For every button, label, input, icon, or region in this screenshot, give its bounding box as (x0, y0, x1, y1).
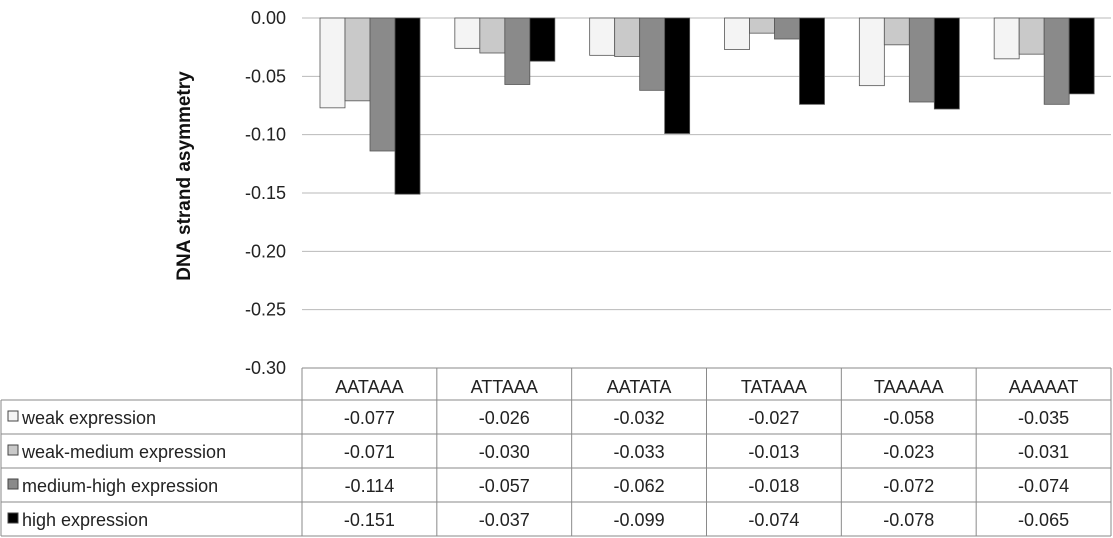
y-tick-label: -0.05 (245, 66, 286, 86)
data-table: AATAAA ATTAAA AATATA TATAAA TAAAAA AAAAAT weak… (0, 367, 1112, 537)
x-tick-label: ATTAAA (471, 377, 538, 397)
bar (1068, 17, 1095, 95)
legend-swatch (7, 410, 19, 422)
bar (749, 17, 775, 34)
bar (908, 17, 935, 103)
data-label: -0.057 (479, 476, 530, 496)
bar (858, 17, 885, 87)
data-label: -0.027 (748, 408, 799, 428)
bar (639, 17, 666, 91)
bar (394, 17, 421, 195)
bar (319, 17, 346, 109)
bar (369, 17, 396, 152)
bar (529, 17, 556, 62)
y-tick-label: -0.30 (245, 358, 286, 378)
x-tick-label: AAAAAT (1009, 377, 1079, 397)
data-label: -0.062 (614, 476, 665, 496)
legend-label: weak expression (21, 408, 156, 428)
bar (933, 17, 960, 110)
data-label: -0.065 (1018, 510, 1069, 530)
data-label: -0.030 (479, 442, 530, 462)
data-label: -0.033 (614, 442, 665, 462)
legend-label: weak-medium expression (21, 442, 226, 462)
data-label: -0.074 (1018, 476, 1069, 496)
y-axis-ticks: 0.00 -0.05 -0.10 -0.15 -0.20 -0.25 -0.30 (245, 8, 286, 378)
data-label: -0.026 (479, 408, 530, 428)
x-tick-label: AATATA (607, 377, 672, 397)
data-label: -0.071 (344, 442, 395, 462)
bars (319, 17, 1095, 195)
bar (993, 17, 1020, 60)
y-tick-label: -0.15 (245, 183, 286, 203)
x-tick-label: TAAAAA (874, 377, 944, 397)
gridlines (302, 17, 1111, 369)
data-label: -0.013 (748, 442, 799, 462)
data-label: -0.114 (345, 476, 395, 496)
data-label: -0.072 (883, 476, 934, 496)
data-label: -0.031 (1018, 442, 1069, 462)
legend-swatch (7, 512, 19, 524)
legend-swatch (7, 444, 19, 456)
y-axis-label: DNA strand asymmetry (174, 71, 195, 281)
bar (1018, 17, 1045, 55)
legend-swatch (7, 478, 19, 490)
y-tick-label: -0.20 (245, 241, 286, 261)
data-label: -0.078 (883, 510, 934, 530)
bar (589, 17, 616, 56)
data-label: -0.074 (748, 510, 799, 530)
bar (504, 17, 531, 85)
data-label: -0.151 (344, 510, 395, 530)
bar (664, 17, 691, 134)
bar (883, 17, 910, 46)
bar (774, 17, 800, 40)
data-label: -0.023 (883, 442, 934, 462)
legend-label: high expression (22, 510, 148, 530)
data-label: -0.058 (883, 408, 934, 428)
bar (614, 17, 641, 57)
bar (1043, 17, 1070, 105)
data-label: -0.035 (1018, 408, 1069, 428)
bar (799, 17, 825, 105)
data-label: -0.099 (614, 510, 665, 530)
bar (454, 17, 481, 49)
data-label: -0.077 (344, 408, 395, 428)
bar (724, 17, 750, 50)
data-label: -0.037 (479, 510, 530, 530)
bar (479, 17, 506, 54)
x-tick-label: AATAAA (335, 377, 403, 397)
legend-label: medium-high expression (22, 476, 218, 496)
x-tick-label: TATAAA (741, 377, 807, 397)
data-label: -0.032 (614, 408, 665, 428)
data-label: -0.018 (748, 476, 799, 496)
y-tick-label: -0.25 (245, 300, 286, 320)
y-tick-label: 0.00 (251, 8, 286, 28)
y-tick-label: -0.10 (245, 125, 286, 145)
bar (344, 17, 371, 102)
